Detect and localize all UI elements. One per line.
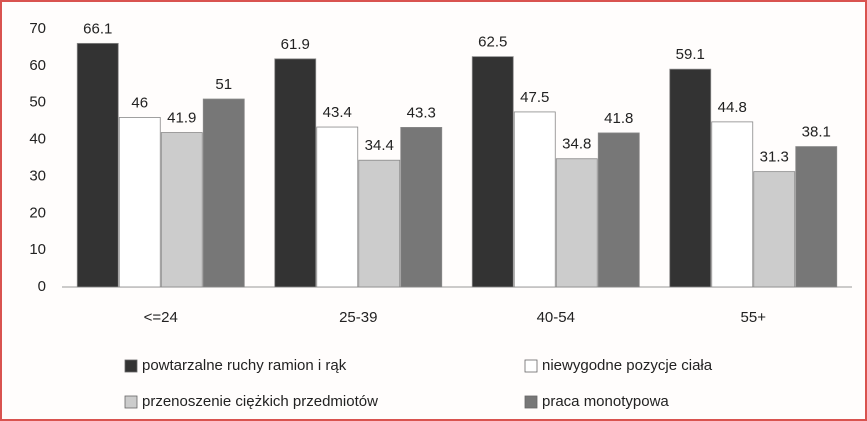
bar: [358, 159, 401, 288]
bar: [274, 58, 317, 288]
y-tick-label: 70: [29, 20, 46, 37]
bar: [400, 127, 443, 288]
bar: [316, 126, 359, 288]
value-label: 66.1: [83, 20, 112, 37]
value-label: 41.9: [167, 110, 196, 127]
y-tick-label: 0: [38, 278, 46, 295]
legend-label: praca monotypowa: [542, 393, 669, 410]
value-label: 46: [131, 94, 148, 111]
x-tick-label: <=24: [144, 309, 178, 326]
bar: [711, 121, 754, 288]
value-label: 34.4: [365, 137, 394, 154]
bar: [669, 68, 712, 288]
bar: [118, 117, 161, 288]
bar: [597, 132, 640, 288]
legend-swatch: [124, 395, 138, 409]
value-label: 43.4: [323, 104, 352, 121]
y-tick-label: 40: [29, 131, 46, 148]
y-tick-label: 50: [29, 94, 46, 111]
value-label: 47.5: [520, 89, 549, 106]
bar: [76, 42, 119, 288]
value-label: 34.8: [562, 136, 591, 153]
bar: [202, 98, 245, 288]
y-tick-label: 60: [29, 57, 46, 74]
value-label: 51: [215, 76, 232, 93]
bar: [795, 146, 838, 288]
value-label: 59.1: [676, 46, 705, 63]
value-label: 31.3: [760, 149, 789, 166]
value-label: 44.8: [718, 99, 747, 116]
value-label: 43.3: [407, 104, 436, 121]
x-tick-label: 40-54: [537, 309, 575, 326]
legend-swatch: [524, 395, 538, 409]
value-label: 61.9: [281, 36, 310, 53]
legend-label: przenoszenie ciężkich przedmiotów: [142, 393, 378, 410]
bar: [753, 171, 796, 288]
legend-swatch: [524, 359, 538, 373]
bar: [555, 158, 598, 288]
legend-label: niewygodne pozycje ciała: [542, 357, 713, 374]
legend-label: powtarzalne ruchy ramion i rąk: [142, 357, 347, 374]
x-tick-label: 55+: [741, 309, 767, 326]
legend-swatch: [124, 359, 138, 373]
bar: [471, 56, 514, 288]
value-label: 41.8: [604, 110, 633, 127]
y-tick-label: 20: [29, 204, 46, 221]
value-label: 62.5: [478, 34, 507, 51]
x-tick-label: 25-39: [339, 309, 377, 326]
y-tick-label: 10: [29, 241, 46, 258]
value-label: 38.1: [802, 124, 831, 141]
bar: [160, 132, 203, 288]
bar: [513, 111, 556, 288]
y-tick-label: 30: [29, 167, 46, 184]
